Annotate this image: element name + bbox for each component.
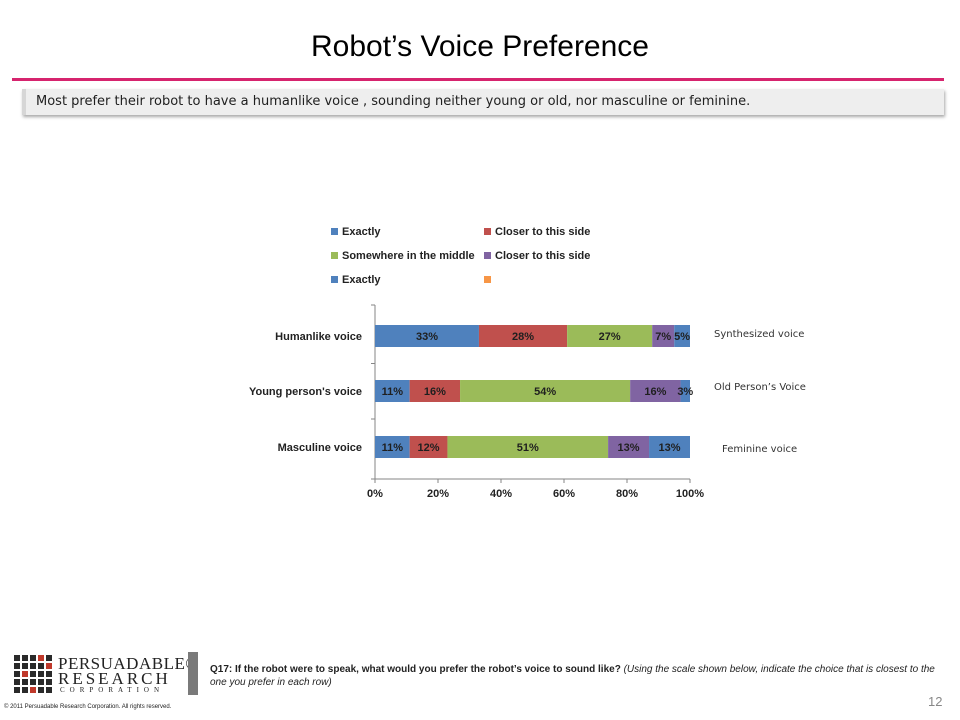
x-tick-label: 40% — [490, 488, 512, 500]
survey-question: Q17: If the robot were to speak, what wo… — [210, 663, 950, 689]
bar-young-person-s-voice-series-3 — [630, 380, 681, 402]
data-label: 28% — [512, 331, 534, 343]
legend-swatch-3 — [484, 252, 491, 259]
copyright-notice: © 2011 Persuadable Research Corporation.… — [4, 704, 172, 710]
right-label-synthesized: Synthesized voice — [714, 329, 805, 340]
title-divider — [12, 78, 944, 81]
x-tick-label: 80% — [616, 488, 638, 500]
question-label: Q17: If the robot were to speak, what wo… — [210, 664, 621, 675]
bar-young-person-s-voice-series-4 — [680, 380, 690, 402]
legend-swatch-1 — [484, 228, 491, 235]
data-label: 51% — [517, 442, 539, 454]
legend-swatch-0 — [331, 228, 338, 235]
data-label: 27% — [599, 331, 621, 343]
bar-humanlike-voice-series-2 — [567, 325, 653, 347]
legend-swatch-5 — [484, 276, 491, 283]
slide-title: Robot’s Voice Preference — [311, 30, 649, 63]
data-label: 13% — [618, 442, 640, 454]
data-label: 33% — [416, 331, 438, 343]
summary-text: Most prefer their robot to have a humanl… — [36, 94, 751, 109]
x-tick-label: 0% — [367, 488, 383, 500]
data-label: 13% — [659, 442, 681, 454]
logo-grid-icon — [14, 655, 52, 693]
question-instruction: (Using the scale shown below, indicate t… — [210, 664, 935, 688]
logo-text-research: RESEARCH — [58, 669, 171, 688]
bar-young-person-s-voice-series-1 — [409, 380, 461, 402]
footer-divider-bar — [188, 652, 198, 695]
legend-label-3: Closer to this side — [495, 250, 590, 262]
summary-banner: Most prefer their robot to have a humanl… — [22, 89, 944, 115]
company-logo: PERSUADABLE® RESEARCH CORPORATION — [14, 652, 200, 696]
bar-masculine-voice-series-3 — [608, 436, 650, 458]
legend-label-2: Somewhere in the middle — [342, 250, 475, 262]
data-label: 16% — [424, 386, 446, 398]
data-label: 54% — [534, 386, 556, 398]
legend-swatch-4 — [331, 276, 338, 283]
x-tick-label: 60% — [553, 488, 575, 500]
bar-humanlike-voice-series-0 — [375, 325, 479, 347]
data-label: 5% — [674, 331, 690, 343]
legend-label-0: Exactly — [342, 226, 381, 238]
right-label-old-person: Old Person’s Voice — [714, 382, 806, 393]
x-tick-label: 20% — [427, 488, 449, 500]
bar-masculine-voice-series-2 — [447, 436, 609, 458]
data-label: 7% — [655, 331, 671, 343]
page-number: 12 — [928, 694, 943, 709]
legend-swatch-2 — [331, 252, 338, 259]
bar-humanlike-voice-series-1 — [478, 325, 568, 347]
category-label-young-person-s-voice: Young person's voice — [249, 386, 362, 398]
data-label: 12% — [418, 442, 440, 454]
bar-masculine-voice-series-0 — [375, 436, 410, 458]
data-label: 11% — [382, 386, 404, 398]
logo-text-persuadable: PERSUADABLE® — [58, 654, 199, 673]
legend-label-4: Exactly — [342, 274, 381, 286]
bar-masculine-voice-series-4 — [649, 436, 690, 458]
bar-humanlike-voice-series-3 — [652, 325, 675, 347]
category-label-masculine-voice: Masculine voice — [278, 442, 362, 454]
bar-masculine-voice-series-1 — [409, 436, 448, 458]
category-label-humanlike-voice: Humanlike voice — [275, 331, 362, 343]
bar-young-person-s-voice-series-2 — [460, 380, 631, 402]
bar-humanlike-voice-series-4 — [674, 325, 690, 347]
data-label: 11% — [382, 442, 404, 454]
logo-text-corporation: CORPORATION — [60, 686, 165, 694]
data-label: 16% — [644, 386, 666, 398]
right-label-feminine: Feminine voice — [722, 444, 798, 455]
data-label: 3% — [677, 386, 693, 398]
legend-label-1: Closer to this side — [495, 226, 590, 238]
x-tick-label: 100% — [676, 488, 704, 500]
bar-young-person-s-voice-series-0 — [375, 380, 410, 402]
